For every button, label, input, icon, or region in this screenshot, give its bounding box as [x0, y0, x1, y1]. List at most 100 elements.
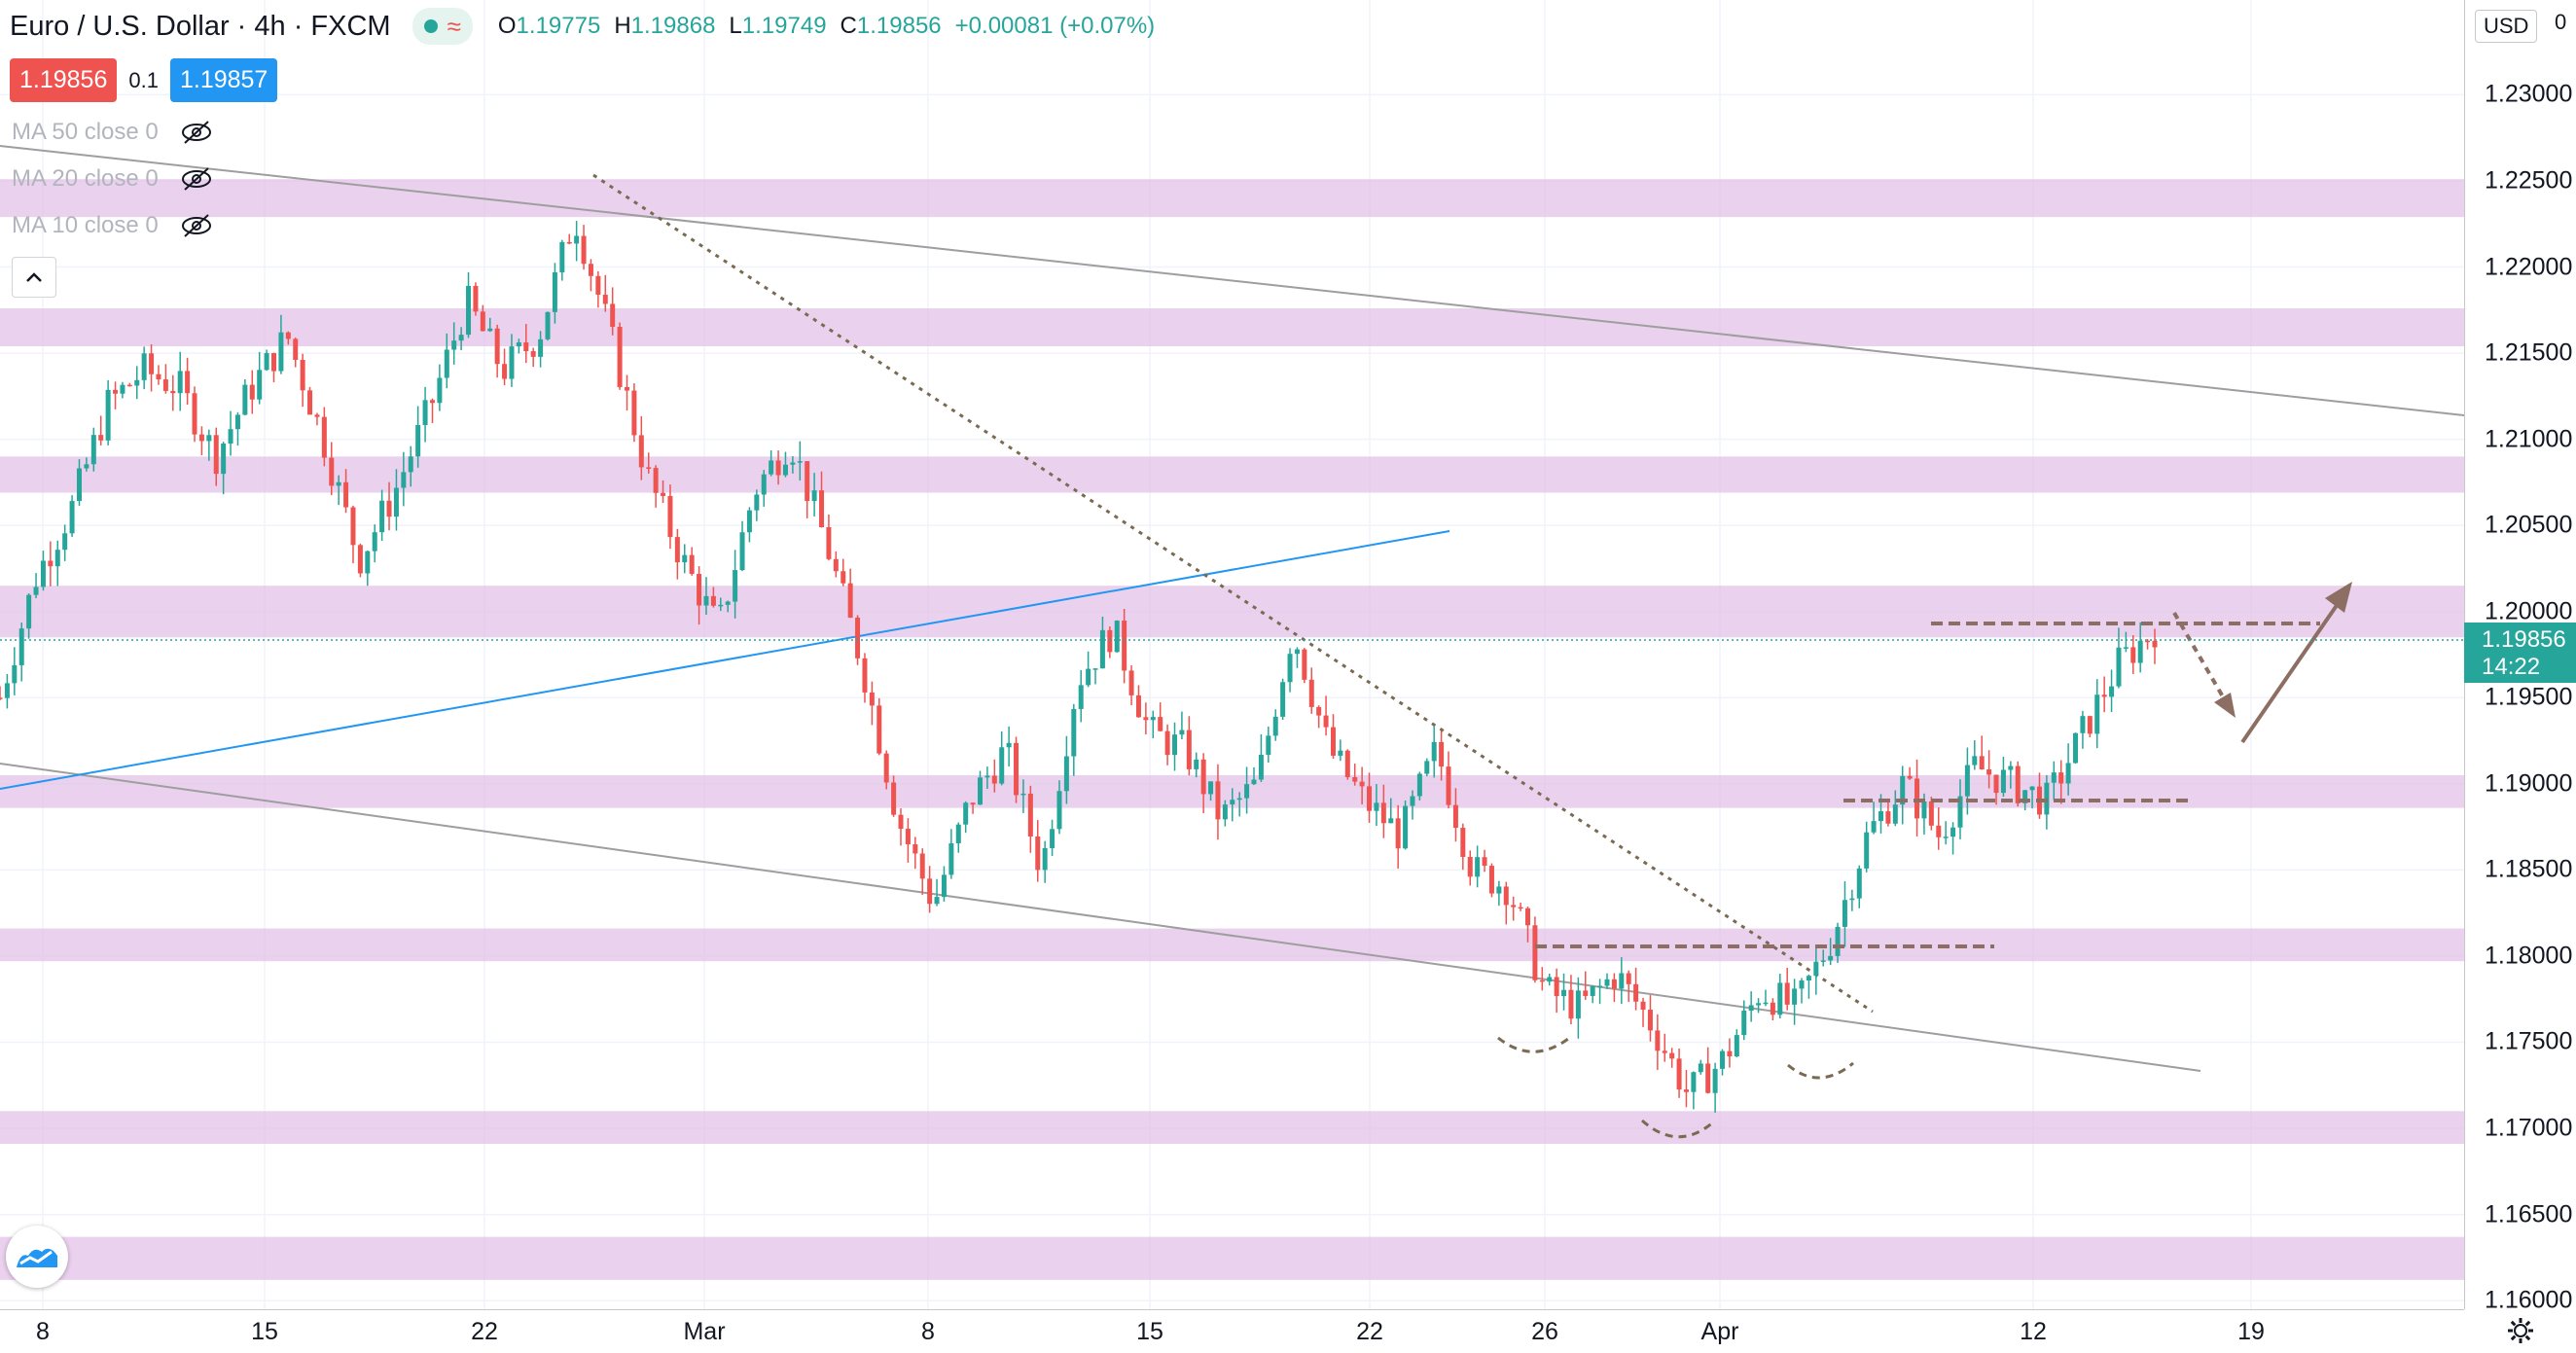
candle-body: [602, 294, 608, 304]
candle-body: [458, 335, 464, 341]
candle-body: [1496, 886, 1502, 894]
candle-body: [1928, 801, 1934, 826]
candle-body: [1993, 774, 1999, 794]
candle-body: [1186, 730, 1192, 769]
candle-body: [113, 389, 119, 394]
candle-body: [1936, 825, 1942, 837]
collapse-indicators-button[interactable]: [12, 257, 56, 298]
candle-body: [991, 775, 997, 784]
eye-off-icon[interactable]: [180, 213, 213, 238]
candle-body: [1518, 907, 1523, 909]
candle-body: [2094, 694, 2100, 734]
candle-body: [278, 332, 284, 372]
candle-body: [2022, 790, 2028, 803]
candle-body: [62, 533, 68, 551]
candle-body: [451, 340, 457, 350]
candle-body: [1647, 1010, 1653, 1031]
candle-body: [2008, 766, 2014, 770]
indicator-ma20[interactable]: MA 20 close 0: [12, 165, 213, 193]
eye-off-icon[interactable]: [180, 166, 213, 192]
candle-body: [1763, 1002, 1769, 1005]
candle-body: [444, 349, 449, 378]
candle-body: [415, 424, 421, 457]
candle-body: [746, 510, 752, 533]
candle-body: [1488, 866, 1494, 894]
candle-body: [1086, 668, 1091, 686]
candle-body: [249, 384, 255, 400]
candle-body: [422, 400, 428, 425]
candle-body: [1006, 742, 1012, 748]
candle-body: [963, 802, 969, 825]
candle-body: [1662, 1050, 1667, 1053]
candle-body: [941, 874, 947, 898]
eye-off-icon[interactable]: [180, 120, 213, 145]
currency-button[interactable]: USD: [2475, 10, 2538, 43]
candle-body: [2116, 647, 2122, 687]
candle-body: [90, 435, 96, 465]
candle-body: [1986, 769, 1992, 775]
target-arrowhead: [2325, 582, 2352, 613]
candle-body: [1633, 983, 1639, 1002]
candle-body: [530, 351, 536, 357]
candle-body: [1575, 990, 1581, 1019]
sell-button[interactable]: 1.19856: [10, 58, 118, 102]
candle-body: [754, 494, 760, 511]
candle-body: [1452, 804, 1458, 829]
candle-body: [689, 554, 695, 575]
tradingview-logo-button[interactable]: [6, 1226, 68, 1288]
price-tick: 1.22000: [2485, 253, 2573, 280]
candle-body: [177, 371, 183, 394]
candle-body: [40, 560, 46, 587]
symbol-title[interactable]: Euro / U.S. Dollar · 4h · FXCM: [10, 10, 391, 42]
candle-body: [1027, 793, 1033, 837]
indicator-ma50[interactable]: MA 50 close 0: [12, 119, 213, 146]
status-pill[interactable]: ≈: [411, 8, 473, 45]
buy-button[interactable]: 1.19857: [169, 58, 278, 102]
candle-body: [617, 327, 623, 387]
candle-body: [1892, 804, 1898, 824]
candle-body: [1215, 781, 1221, 820]
candle-body: [26, 594, 32, 629]
candle-body: [365, 551, 371, 574]
bar-countdown: 14:22: [2482, 654, 2541, 680]
chart-settings-button[interactable]: [2464, 1309, 2576, 1352]
candle-body: [48, 560, 54, 567]
spread-value: 0.1: [128, 67, 159, 92]
right-shoulder-curve: [1787, 1061, 1854, 1080]
ohlc-close: C1.19856: [840, 13, 942, 39]
candle-body: [1135, 694, 1141, 718]
time-tick: 8: [36, 1318, 50, 1345]
candle-body: [1272, 716, 1278, 736]
candle-body: [1734, 1035, 1739, 1057]
indicator-label: MA 10 close 0: [12, 212, 159, 238]
candle-body: [1770, 1002, 1775, 1015]
candle-body: [2058, 772, 2064, 784]
candle-body: [739, 532, 745, 571]
candle-body: [1842, 900, 1847, 927]
time-tick: Mar: [683, 1318, 726, 1345]
candle-body: [1251, 779, 1257, 785]
candle-body: [1424, 761, 1430, 774]
price-chart-canvas[interactable]: [0, 0, 2464, 1309]
candle-body: [1806, 976, 1811, 981]
candle-body: [733, 570, 738, 602]
candle-body: [1590, 985, 1595, 996]
candle-body: [833, 558, 839, 572]
candle-body: [610, 303, 616, 328]
sr-zone: [0, 1111, 2464, 1144]
candle-body: [357, 545, 363, 574]
candle-body: [429, 400, 435, 404]
candle-body: [307, 390, 313, 415]
candle-body: [1222, 804, 1228, 820]
candle-body: [559, 241, 565, 272]
candle-body: [646, 467, 652, 469]
candle-body: [2029, 786, 2035, 791]
candle-body: [718, 604, 724, 607]
candle-body: [1676, 1058, 1682, 1090]
candle-body: [552, 271, 557, 312]
candle-body: [710, 595, 716, 606]
candle-body: [1107, 629, 1113, 653]
indicator-ma10[interactable]: MA 10 close 0: [12, 212, 213, 239]
time-axis[interactable]: 8 15 22 Mar 8 15 22 26 Apr 12 19: [0, 1309, 2464, 1353]
chart-pane[interactable]: Euro / U.S. Dollar · 4h · FXCM ≈ O1.1977…: [0, 0, 2464, 1309]
